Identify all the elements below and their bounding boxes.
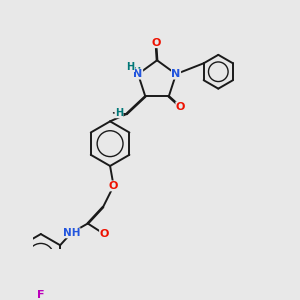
Text: H: H xyxy=(115,108,123,118)
Text: N: N xyxy=(134,69,143,79)
Text: H: H xyxy=(132,67,140,77)
Text: O: O xyxy=(176,102,185,112)
Text: O: O xyxy=(100,229,109,239)
Text: N: N xyxy=(171,69,181,79)
Text: NH: NH xyxy=(63,228,80,238)
Text: F: F xyxy=(37,290,45,300)
Text: O: O xyxy=(151,38,160,48)
Text: O: O xyxy=(109,181,118,191)
Text: H: H xyxy=(127,61,135,72)
